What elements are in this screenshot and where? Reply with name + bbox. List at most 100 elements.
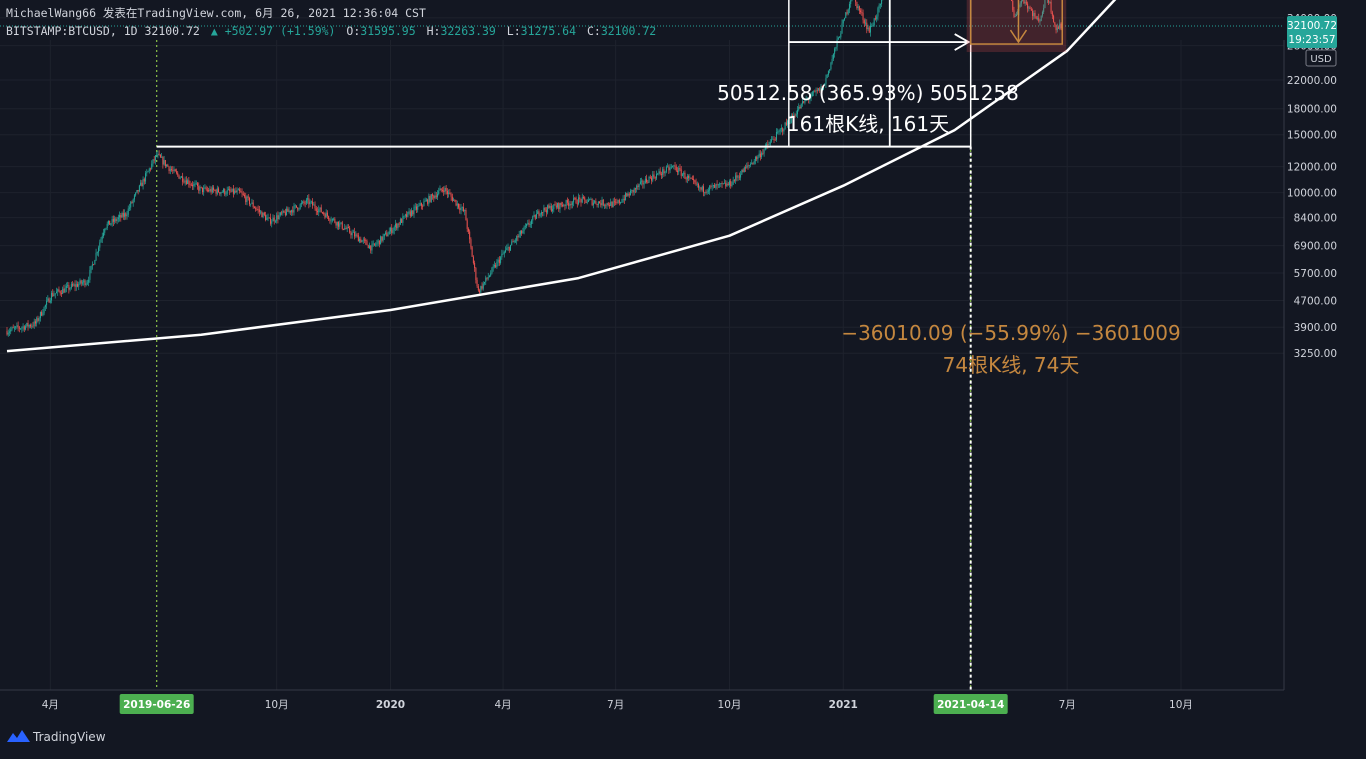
candle-body: [31, 326, 32, 327]
candle-body: [433, 196, 434, 199]
candle-body: [710, 186, 711, 187]
candle-body: [360, 239, 361, 242]
candle-body: [510, 245, 511, 251]
candle-body: [328, 216, 329, 219]
candle-body: [93, 264, 94, 265]
candle-body: [666, 167, 667, 172]
candle-body: [232, 189, 233, 192]
candle-body: [373, 243, 374, 244]
candle-body: [458, 204, 459, 208]
candle-body: [484, 282, 485, 284]
candle-body: [603, 200, 604, 206]
last-price-label: 32100.72: [1287, 20, 1337, 32]
candle-body: [275, 221, 276, 222]
candle-body: [501, 254, 502, 257]
candle-body: [661, 174, 662, 175]
candle-body: [381, 236, 382, 240]
candle-body: [609, 205, 610, 206]
candle-body: [532, 216, 533, 220]
candle-body: [597, 204, 598, 205]
candle-body: [692, 179, 693, 180]
currency-badge[interactable]: USD: [1306, 50, 1336, 66]
candle-body: [254, 207, 255, 208]
candle-body: [734, 180, 735, 181]
candle-body: [874, 18, 875, 25]
candle-body: [334, 219, 335, 223]
candle-body: [333, 219, 334, 220]
candle-body: [676, 167, 677, 171]
candle-body: [639, 184, 640, 187]
candle-body: [10, 330, 11, 332]
candle-body: [266, 218, 267, 220]
candle-body: [733, 180, 734, 185]
candle-body: [880, 4, 881, 5]
candle-body: [255, 208, 256, 209]
candle-body: [198, 186, 199, 191]
candle-body: [552, 209, 553, 211]
candle-body: [148, 171, 149, 172]
candle-body: [530, 224, 531, 225]
tradingview-logo[interactable]: TradingView: [7, 730, 106, 744]
candle-body: [47, 298, 48, 300]
candle-body: [138, 190, 139, 191]
candle-body: [9, 331, 10, 332]
candle-body: [397, 224, 398, 229]
candle-body: [588, 200, 589, 202]
candle-body: [748, 166, 749, 167]
price-tick-label: 22000.00: [1287, 75, 1337, 87]
candle-body: [620, 202, 621, 203]
time-tick-label: 7月: [1059, 699, 1076, 711]
candle-body: [670, 168, 671, 171]
candle-body: [196, 183, 197, 184]
candle-body: [573, 198, 574, 202]
candle-body: [715, 184, 716, 188]
candle-body: [739, 177, 740, 178]
candle-body: [307, 198, 308, 199]
candle-body: [844, 18, 845, 20]
candle-body: [827, 75, 828, 78]
candle-body: [635, 188, 636, 189]
candle-body: [294, 206, 295, 213]
candle-body: [448, 193, 449, 194]
candle-body: [310, 202, 311, 205]
candle-body: [543, 208, 544, 212]
time-tick-label: 2020: [376, 699, 405, 711]
candle-body: [60, 291, 61, 293]
candle-body: [303, 201, 304, 203]
price-tick-label: 3250.00: [1294, 348, 1337, 360]
candle-body: [422, 206, 423, 207]
candle-body: [68, 285, 69, 290]
candle-body: [256, 209, 257, 210]
candle-body: [251, 202, 252, 203]
candle-body: [206, 188, 207, 190]
candle-body: [261, 212, 262, 217]
candle-body: [326, 213, 327, 218]
candle-body: [285, 212, 286, 215]
candle-body: [390, 228, 391, 232]
candle-body: [52, 293, 53, 296]
candle-body: [370, 245, 371, 250]
candle-body: [264, 213, 265, 215]
candle-body: [503, 254, 504, 255]
candle-body: [118, 217, 119, 219]
price-tick-label: 18000.00: [1287, 104, 1337, 116]
candle-body: [714, 185, 715, 188]
candle-body: [384, 234, 385, 236]
candle-body: [741, 170, 742, 175]
price-tick-label: 5700.00: [1294, 268, 1337, 280]
candle-body: [477, 280, 478, 286]
candle-body: [708, 190, 709, 191]
highlight-date-label: 2021-04-14: [937, 699, 1004, 711]
candle-body: [129, 208, 130, 209]
candle-body: [694, 180, 695, 182]
candle-body: [164, 160, 165, 164]
candle-body: [86, 283, 87, 285]
candle-body: [454, 200, 455, 201]
candle-body: [195, 184, 196, 185]
candle-body: [838, 38, 839, 40]
candle-body: [446, 188, 447, 191]
candle-body: [623, 199, 624, 202]
candle-body: [386, 233, 387, 237]
price-tick-label: 8400.00: [1294, 213, 1337, 225]
